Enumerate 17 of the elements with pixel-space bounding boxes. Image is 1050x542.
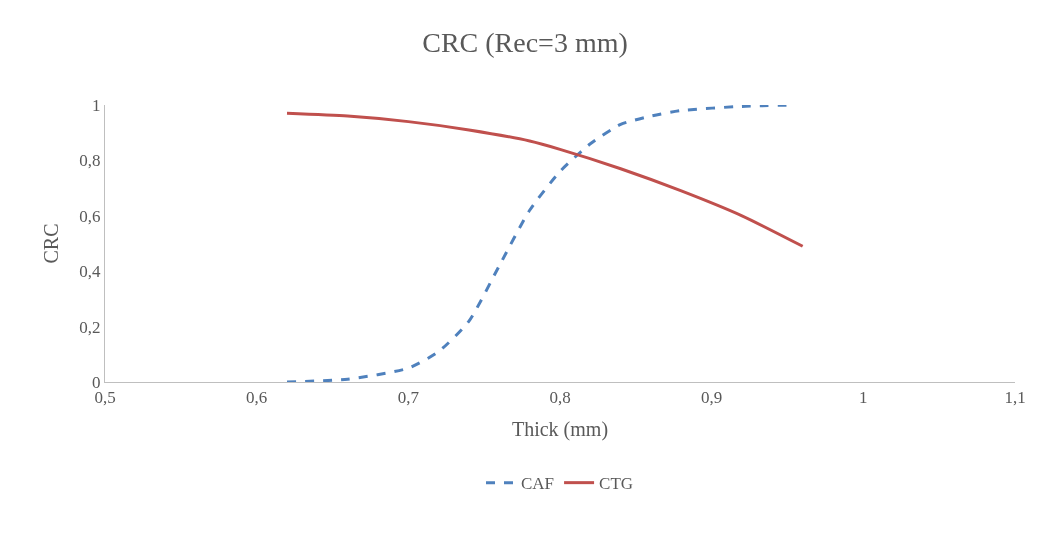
x-tick-label: 0,8 — [549, 388, 571, 408]
x-axis-title: Thick (mm) — [511, 417, 609, 441]
legend-label: CAF — [521, 474, 555, 494]
chart-title: CRC (Rec=3 mm) — [422, 27, 628, 59]
y-tick-label: 0,4 — [79, 262, 102, 282]
x-tick-label: 0,9 — [701, 388, 723, 408]
line-series — [285, 111, 805, 248]
y-tick-label: 0,2 — [79, 317, 101, 337]
y-tick-label: 1 — [92, 95, 101, 115]
y-tick-label: 0,6 — [79, 206, 101, 226]
x-tick-label: 1,1 — [1004, 388, 1026, 408]
x-tick-label: 0,7 — [397, 388, 420, 408]
legend-label: CTG — [599, 474, 634, 494]
x-tick-label: 0,6 — [246, 388, 268, 408]
x-tick-label: 1 — [859, 388, 868, 408]
y-tick-label: 0,8 — [79, 151, 101, 171]
y-axis-title: CRC — [39, 223, 62, 264]
